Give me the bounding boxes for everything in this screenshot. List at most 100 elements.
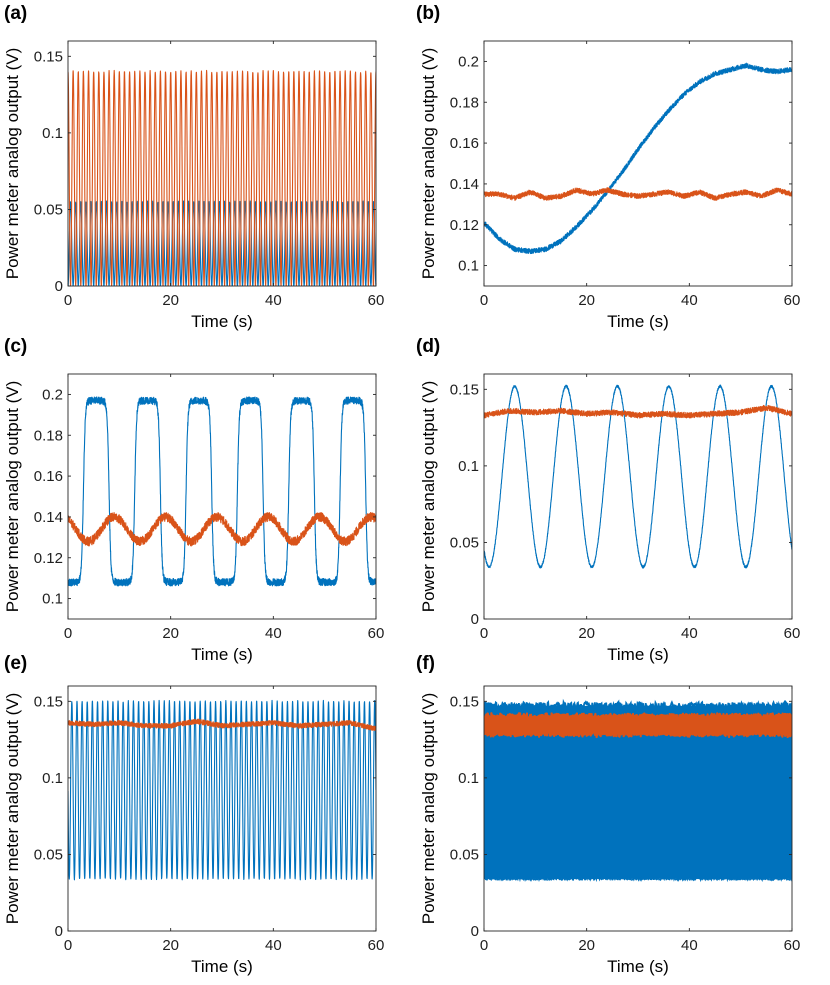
y-tick-label: 0 xyxy=(471,611,479,628)
y-axis-label: Power meter analog output (V) xyxy=(3,48,22,280)
y-axis-label: Power meter analog output (V) xyxy=(419,381,438,613)
panel-label-a: (a) xyxy=(4,3,27,24)
y-axis-label: Power meter analog output (V) xyxy=(419,48,438,280)
x-axis-label: Time (s) xyxy=(607,957,669,976)
panel-e: (e) 0 20 40 60 0 0.05 0.1 0.15 Time (s) Power met… xyxy=(3,653,384,976)
y-tick-label: 0.05 xyxy=(450,846,479,863)
y-tick-label: 0.12 xyxy=(450,217,479,234)
y-axis-label: Power meter analog output (V) xyxy=(3,381,22,613)
y-tick-label: 0.14 xyxy=(34,509,63,526)
x-tick-label: 40 xyxy=(681,937,698,954)
y-tick-label: 0.05 xyxy=(450,534,479,551)
x-axis-label: Time (s) xyxy=(191,645,253,664)
y-tick-label: 0.12 xyxy=(34,550,63,567)
y-tick-label: 0 xyxy=(55,923,63,940)
x-tick-label: 60 xyxy=(368,625,385,642)
series-blue-line xyxy=(68,200,376,286)
x-tick-label: 0 xyxy=(480,292,488,309)
panel-label-b: (b) xyxy=(416,3,440,24)
x-tick-label: 60 xyxy=(368,292,385,309)
y-tick-label: 0 xyxy=(471,923,479,940)
axes-box xyxy=(483,40,793,287)
y-tick-label: 0.15 xyxy=(34,48,63,65)
y-tick-label: 0.18 xyxy=(450,94,479,111)
axes-box xyxy=(483,373,793,620)
plot-area xyxy=(68,699,376,881)
x-axis-label: Time (s) xyxy=(191,957,253,976)
series-blue-line xyxy=(68,699,376,881)
series-blue-upper-edge xyxy=(484,698,792,713)
y-axis-label: Power meter analog output (V) xyxy=(3,693,22,925)
panel-f: (f) 0 20 40 60 0 0.05 0.1 0.15 Time (s) Power met… xyxy=(416,653,800,976)
series-orange-line xyxy=(68,512,376,547)
series-blue-line xyxy=(484,384,792,569)
axes-box xyxy=(67,40,377,287)
x-tick-label: 20 xyxy=(162,625,179,642)
y-axis-label: Power meter analog output (V) xyxy=(419,693,438,925)
panel-d: (d) 0 20 40 60 0 0.05 0.1 0.15 Time (s) Power met… xyxy=(416,336,800,664)
panel-c: (c) 0 20 40 60 0.1 0.12 0.14 0.16 0.18 0.2 Time (s… xyxy=(3,336,384,664)
y-tick-label: 0.1 xyxy=(458,458,479,475)
x-tick-label: 40 xyxy=(265,937,282,954)
x-axis-label: Time (s) xyxy=(607,645,669,664)
y-tick-label: 0.2 xyxy=(42,386,63,403)
axes-box xyxy=(67,373,377,620)
x-tick-label: 0 xyxy=(480,937,488,954)
x-tick-label: 20 xyxy=(162,937,179,954)
x-tick-label: 40 xyxy=(681,292,698,309)
panel-label-f: (f) xyxy=(416,653,435,674)
x-axis-label: Time (s) xyxy=(607,312,669,331)
series-blue-line xyxy=(484,62,792,255)
series-orange-line xyxy=(68,69,376,286)
x-tick-label: 40 xyxy=(265,625,282,642)
y-tick-label: 0 xyxy=(55,278,63,295)
y-tick-label: 0.1 xyxy=(42,591,63,608)
x-tick-label: 0 xyxy=(480,625,488,642)
plot-area xyxy=(484,384,792,569)
x-tick-label: 20 xyxy=(162,292,179,309)
y-tick-label: 0.2 xyxy=(458,53,479,70)
x-tick-label: 0 xyxy=(64,292,72,309)
y-tick-label: 0.1 xyxy=(42,770,63,787)
axes-box xyxy=(67,685,377,932)
x-tick-label: 20 xyxy=(578,625,595,642)
y-tick-label: 0.15 xyxy=(34,693,63,710)
panel-a: (a) 0 20 40 60 0 0.05 0.1 0.15 Time (s) Power met… xyxy=(3,3,384,331)
y-tick-label: 0.1 xyxy=(458,770,479,787)
axes-box xyxy=(483,685,793,932)
y-tick-label: 0.15 xyxy=(450,381,479,398)
x-tick-label: 60 xyxy=(368,937,385,954)
y-tick-label: 0.16 xyxy=(34,468,63,485)
x-tick-label: 60 xyxy=(784,292,801,309)
x-tick-label: 60 xyxy=(784,625,801,642)
series-blue-line xyxy=(68,396,376,587)
x-tick-label: 60 xyxy=(784,937,801,954)
plot-area xyxy=(68,396,376,587)
series-orange-line xyxy=(484,404,792,419)
series-orange-line xyxy=(484,187,792,201)
x-tick-label: 20 xyxy=(578,292,595,309)
plot-area xyxy=(484,62,792,255)
panel-label-e: (e) xyxy=(4,653,27,674)
plot-area xyxy=(484,698,792,883)
x-tick-label: 0 xyxy=(64,625,72,642)
series-blue-lower-edge xyxy=(484,875,792,883)
y-tick-label: 0.05 xyxy=(34,846,63,863)
y-tick-label: 0.16 xyxy=(450,135,479,152)
y-tick-label: 0.1 xyxy=(458,258,479,275)
series-orange-line xyxy=(484,712,792,739)
series-orange-line xyxy=(68,718,376,731)
y-tick-label: 0.1 xyxy=(42,125,63,142)
y-tick-label: 0.05 xyxy=(34,201,63,218)
plot-area xyxy=(68,69,376,286)
x-axis-label: Time (s) xyxy=(191,312,253,331)
x-tick-label: 40 xyxy=(681,625,698,642)
panel-label-d: (d) xyxy=(416,336,440,357)
y-tick-label: 0.18 xyxy=(34,427,63,444)
panel-b: (b) 0 20 40 60 0.1 0.12 0.14 0.16 0.18 0.2 Time (s… xyxy=(416,3,800,331)
x-tick-label: 20 xyxy=(578,937,595,954)
x-tick-label: 40 xyxy=(265,292,282,309)
y-tick-label: 0.14 xyxy=(450,176,479,193)
y-tick-label: 0.15 xyxy=(450,693,479,710)
